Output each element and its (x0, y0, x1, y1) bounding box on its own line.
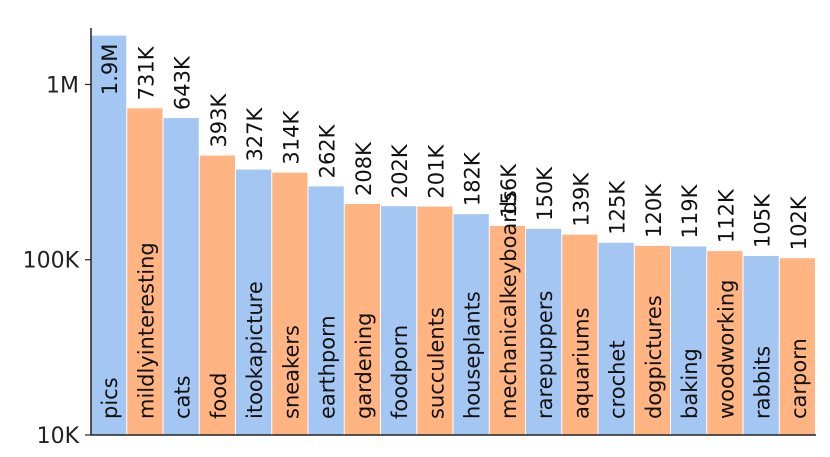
value-label-gardening: 208K (352, 141, 376, 196)
value-label-mechanicalkeyboards: 156K (497, 163, 521, 218)
value-label-crochet: 125K (606, 180, 630, 235)
category-label-foodporn: foodporn (388, 325, 412, 419)
value-label-woodworking: 112K (714, 188, 738, 243)
y-axis: 1M 100K 10K (23, 28, 816, 449)
value-label-carporn: 102K (787, 195, 811, 250)
bar-aquariums (562, 234, 598, 435)
bar-baking (671, 246, 707, 435)
category-label-mildlyinteresting: mildlyinteresting (134, 242, 158, 419)
category-label-dogpictures: dogpictures (642, 295, 666, 419)
value-label-cats: 643K (171, 55, 195, 110)
bar-houseplants (453, 214, 489, 435)
ytick-label-1M: 1M (46, 73, 79, 98)
value-label-mildlyinteresting: 731K (134, 45, 158, 100)
ytick-label-10K: 10K (37, 424, 80, 449)
bar-mechanicalkeyboards (489, 225, 525, 435)
category-label-mechanicalkeyboards: mechanicalkeyboards (497, 190, 521, 419)
bar-cats (163, 118, 199, 435)
category-label-pics: pics (98, 377, 122, 419)
value-label-rarepuppers: 150K (533, 166, 557, 221)
bar-woodworking (707, 251, 743, 435)
value-label-succulents: 201K (424, 144, 448, 199)
category-label-sneakers: sneakers (279, 325, 303, 419)
category-label-aquariums: aquariums (569, 307, 593, 419)
category-label-itookapicture: itookapicture (243, 281, 267, 419)
category-label-succulents: succulents (424, 307, 448, 419)
category-label-rarepuppers: rarepuppers (533, 291, 557, 419)
bar-sneakers (272, 172, 308, 435)
bar-rarepuppers (526, 228, 562, 435)
bar-earthporn (308, 186, 344, 435)
ytick-label-100K: 100K (23, 249, 80, 274)
bar-foodporn (381, 206, 417, 435)
category-label-woodworking: woodworking (714, 280, 738, 420)
bar-rabbits (743, 256, 779, 435)
bar-pics (91, 35, 127, 436)
value-label-foodporn: 202K (388, 143, 412, 198)
bar-gardening (344, 203, 380, 435)
bar-crochet (598, 242, 634, 435)
bar-itookapicture (236, 169, 272, 435)
category-label-rabbits: rabbits (751, 346, 775, 419)
bar-carporn (779, 258, 815, 435)
value-label-sneakers: 314K (279, 110, 303, 165)
category-label-food: food (207, 373, 231, 419)
value-label-dogpictures: 120K (642, 183, 666, 238)
labels-layer: pics 1.9M mildlyinteresting 731K cats 643K foo… (98, 44, 811, 419)
bar-mildlyinteresting (127, 108, 163, 435)
value-label-food: 393K (207, 92, 231, 147)
value-label-rabbits: 105K (751, 193, 775, 248)
category-label-houseplants: houseplants (461, 291, 485, 419)
value-label-baking: 119K (678, 183, 702, 238)
category-label-carporn: carporn (787, 338, 811, 419)
value-label-itookapicture: 327K (243, 106, 267, 161)
value-label-earthporn: 262K (316, 123, 340, 178)
value-label-aquariums: 139K (569, 172, 593, 227)
category-label-gardening: gardening (352, 313, 376, 420)
category-label-crochet: crochet (606, 340, 630, 419)
category-label-cats: cats (171, 375, 195, 419)
bar-succulents (417, 206, 453, 435)
category-label-earthporn: earthporn (316, 315, 340, 419)
bar-dogpictures (634, 245, 670, 435)
value-label-houseplants: 182K (461, 151, 485, 206)
category-label-baking: baking (678, 348, 702, 419)
bar-food (199, 155, 235, 435)
bars-layer (91, 35, 815, 436)
value-label-pics: 1.9M (98, 44, 122, 96)
